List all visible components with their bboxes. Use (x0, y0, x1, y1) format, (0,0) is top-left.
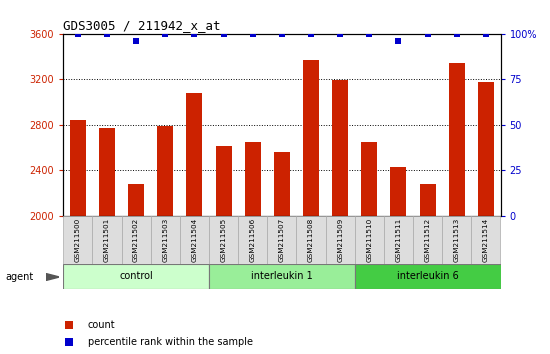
Text: GSM211504: GSM211504 (191, 218, 197, 262)
Bar (92, 216, 122, 264)
Point (102, 31, 111, 36)
Point (423, 31, 432, 36)
Bar (186, 93, 202, 216)
Text: interleukin 1: interleukin 1 (251, 271, 313, 281)
Text: GSM211510: GSM211510 (366, 218, 372, 262)
Text: GSM211506: GSM211506 (250, 218, 256, 262)
Point (365, 31, 374, 36)
Bar (216, 147, 232, 216)
Text: GSM211509: GSM211509 (337, 218, 343, 262)
Bar (361, 142, 377, 216)
Bar (296, 216, 326, 264)
Text: GSM211501: GSM211501 (104, 218, 110, 262)
Text: count: count (88, 320, 116, 330)
Text: GSM211503: GSM211503 (162, 218, 168, 262)
Bar (449, 63, 465, 216)
Text: GSM211512: GSM211512 (425, 218, 431, 262)
Bar (99, 128, 115, 216)
Bar (180, 216, 209, 264)
Point (219, 31, 228, 36)
Bar (238, 216, 267, 264)
Point (394, 38, 403, 44)
Point (452, 31, 461, 36)
Bar (471, 216, 500, 264)
Bar (157, 126, 173, 216)
Bar (63, 264, 209, 289)
Bar (390, 167, 406, 216)
Point (277, 31, 286, 36)
Bar (355, 264, 500, 289)
Bar (151, 216, 180, 264)
Point (482, 31, 491, 36)
Bar (355, 216, 384, 264)
Text: GSM211505: GSM211505 (221, 218, 227, 262)
Point (190, 31, 199, 36)
Bar (128, 184, 144, 216)
Text: interleukin 6: interleukin 6 (397, 271, 459, 281)
Text: GSM211513: GSM211513 (454, 218, 460, 262)
Bar (303, 60, 319, 216)
Bar (245, 142, 261, 216)
Bar (209, 216, 238, 264)
Point (161, 31, 169, 36)
Bar (267, 216, 296, 264)
Bar (413, 216, 442, 264)
Bar (209, 264, 355, 289)
Text: control: control (119, 271, 153, 281)
Point (65, 322, 74, 328)
Point (65, 339, 74, 344)
Bar (122, 216, 151, 264)
Bar (70, 120, 86, 216)
Text: GSM211514: GSM211514 (483, 218, 489, 262)
Bar (274, 152, 290, 216)
Bar (63, 216, 92, 264)
Text: GSM211507: GSM211507 (279, 218, 285, 262)
Text: agent: agent (6, 272, 34, 282)
Bar (420, 184, 436, 216)
Bar (332, 80, 348, 216)
Text: GSM211500: GSM211500 (75, 218, 81, 262)
Point (248, 31, 257, 36)
Text: GSM211502: GSM211502 (133, 218, 139, 262)
Bar (442, 216, 471, 264)
Text: GSM211508: GSM211508 (308, 218, 314, 262)
Text: GDS3005 / 211942_x_at: GDS3005 / 211942_x_at (63, 19, 221, 33)
Point (307, 31, 316, 36)
Point (336, 31, 344, 36)
Bar (326, 216, 355, 264)
Text: percentile rank within the sample: percentile rank within the sample (88, 337, 252, 347)
Text: GSM211511: GSM211511 (395, 218, 402, 262)
Bar (478, 82, 494, 216)
Bar (384, 216, 413, 264)
Polygon shape (46, 274, 59, 280)
Point (132, 38, 141, 44)
Point (74, 31, 82, 36)
